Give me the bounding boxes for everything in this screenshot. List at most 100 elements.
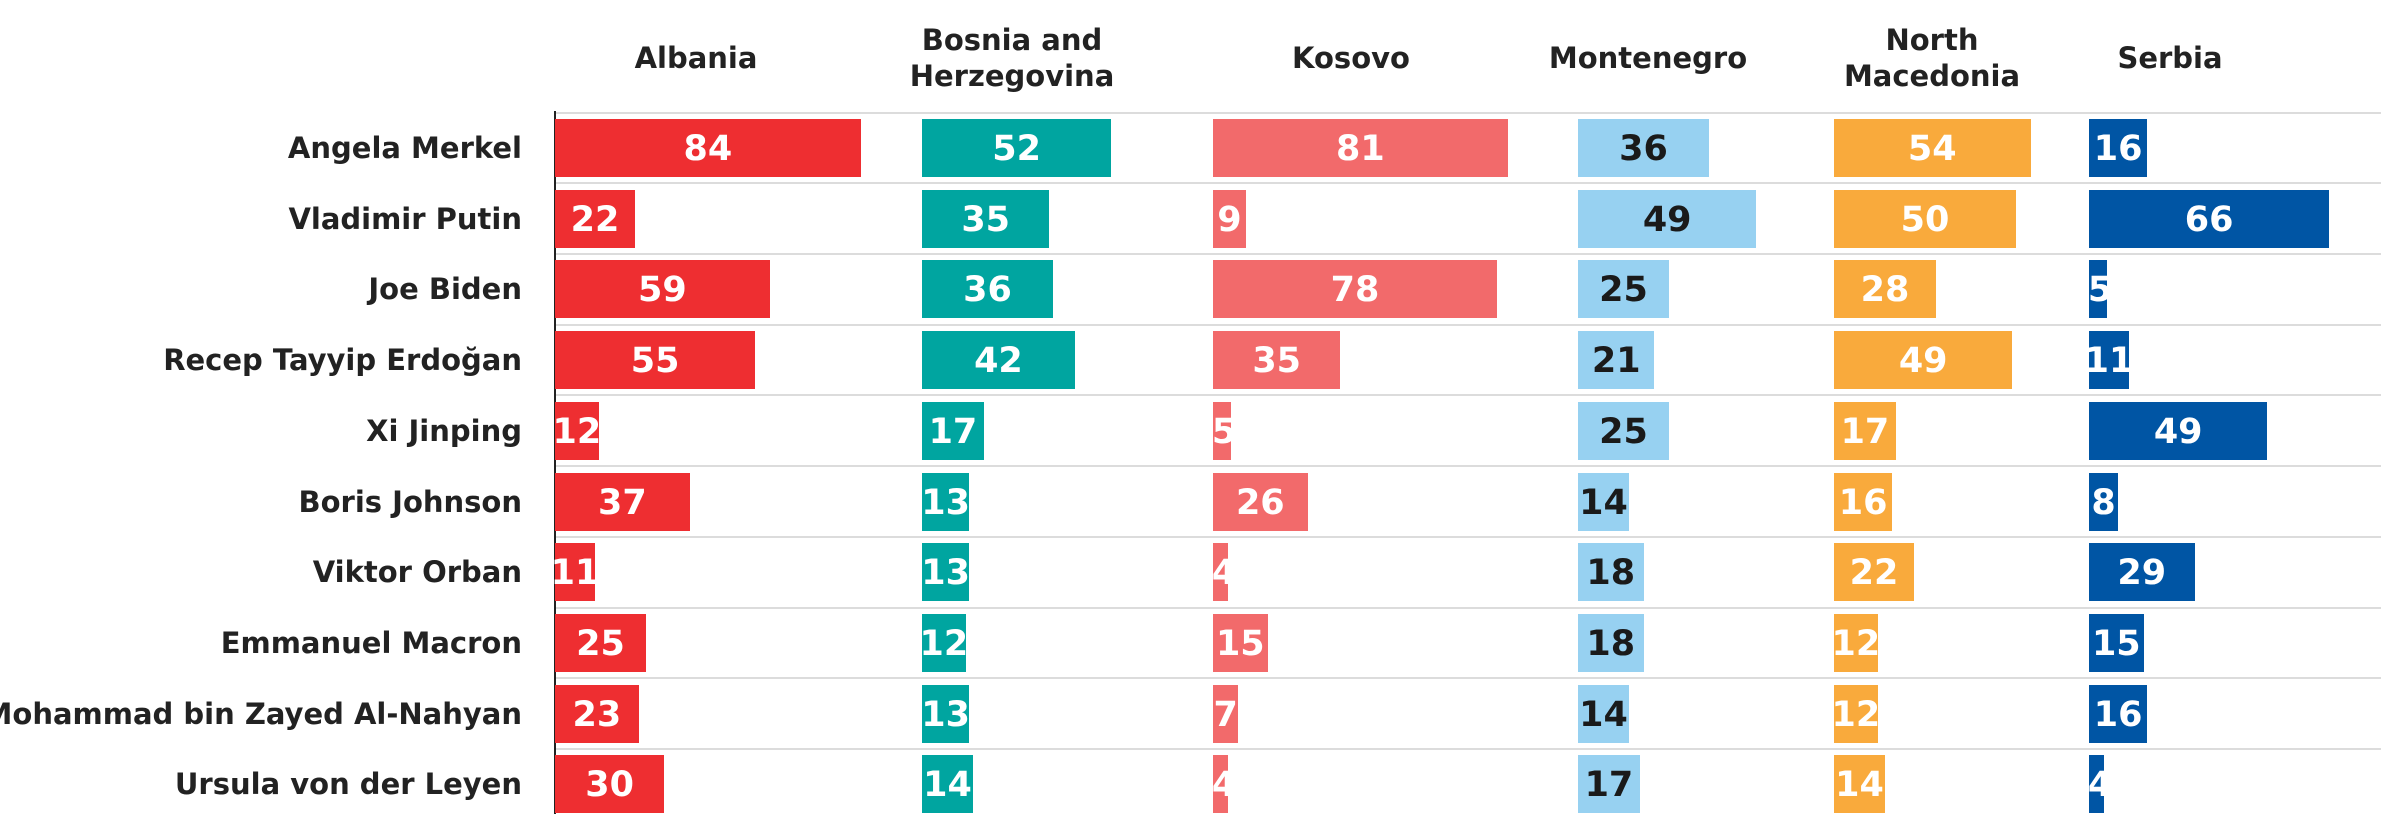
value-label: 14 bbox=[1579, 482, 1628, 523]
row-label: Angela Merkel bbox=[287, 131, 522, 165]
row-label: Recep Tayyip Erdoğan bbox=[163, 343, 522, 378]
value-label: 18 bbox=[1586, 553, 1636, 594]
panel-header: Kosovo bbox=[1292, 41, 1410, 75]
value-label: 16 bbox=[2093, 694, 2143, 735]
value-label: 36 bbox=[1619, 129, 1668, 169]
bar bbox=[1578, 260, 1669, 319]
bar bbox=[555, 613, 646, 672]
value-label: 52 bbox=[992, 129, 1041, 169]
value-label: 12 bbox=[1831, 623, 1881, 664]
bar bbox=[922, 472, 970, 531]
bar bbox=[1578, 613, 1644, 672]
bar bbox=[1834, 119, 2031, 177]
value-label: 16 bbox=[1838, 482, 1888, 523]
value-label: 25 bbox=[1599, 270, 1648, 311]
bar bbox=[1578, 472, 1629, 531]
bar bbox=[922, 189, 1050, 248]
bar bbox=[1834, 755, 1885, 814]
value-label: 59 bbox=[638, 270, 687, 311]
value-label: 54 bbox=[1907, 129, 1957, 169]
bar bbox=[555, 189, 636, 248]
value-label: 37 bbox=[597, 482, 647, 523]
bar bbox=[922, 755, 973, 814]
value-label: 11 bbox=[2084, 341, 2134, 382]
value-label: 21 bbox=[1591, 341, 1641, 382]
bar bbox=[1834, 189, 2016, 248]
row-divider bbox=[555, 606, 2381, 609]
value-label: 9 bbox=[1217, 199, 1242, 240]
value-label: 36 bbox=[963, 270, 1012, 311]
value-label: 16 bbox=[2093, 129, 2143, 169]
bar bbox=[1578, 401, 1669, 460]
value-label: 26 bbox=[1235, 482, 1285, 523]
bar bbox=[922, 684, 970, 743]
row-label: Ursula von der Leyen bbox=[174, 767, 522, 802]
value-label: 81 bbox=[1336, 129, 1385, 169]
value-label: 5 bbox=[1211, 411, 1237, 452]
value-label: 49 bbox=[1642, 199, 1692, 240]
bar bbox=[555, 331, 756, 390]
row-divider bbox=[555, 323, 2381, 326]
bar bbox=[2089, 472, 2119, 531]
value-label: 18 bbox=[1586, 623, 1636, 664]
bar bbox=[1213, 189, 1246, 248]
value-label: 28 bbox=[1860, 270, 1910, 311]
panel-header: North Macedonia bbox=[1843, 23, 2021, 93]
panel-header: Bosnia and Herzegovina bbox=[909, 23, 1115, 93]
value-label: 8 bbox=[2091, 482, 2116, 523]
value-label: 12 bbox=[919, 623, 969, 664]
bar bbox=[2089, 755, 2104, 814]
value-label: 7 bbox=[1213, 694, 1238, 735]
bar bbox=[555, 472, 690, 531]
bar bbox=[555, 684, 639, 743]
value-label: 35 bbox=[1252, 341, 1302, 382]
value-label: 14 bbox=[923, 765, 972, 806]
value-label: 15 bbox=[2091, 623, 2141, 664]
value-label: 30 bbox=[585, 765, 634, 806]
bar bbox=[555, 755, 665, 814]
bar bbox=[1213, 331, 1341, 390]
value-label: 17 bbox=[1584, 765, 1634, 806]
bar bbox=[1213, 472, 1308, 531]
row-divider bbox=[555, 182, 2381, 185]
value-label: 11 bbox=[550, 553, 600, 594]
value-label: 23 bbox=[572, 694, 622, 735]
value-label: 4 bbox=[2087, 765, 2113, 806]
value-label: 42 bbox=[974, 341, 1023, 382]
value-label: 4 bbox=[1211, 765, 1237, 806]
bar bbox=[2089, 543, 2195, 602]
bar bbox=[1834, 331, 2013, 390]
value-label: 13 bbox=[921, 553, 971, 594]
bar bbox=[1834, 613, 1878, 672]
bar bbox=[1578, 189, 1757, 248]
bar bbox=[2089, 684, 2148, 743]
bar bbox=[1213, 119, 1508, 177]
bar bbox=[1834, 260, 1936, 319]
bar bbox=[922, 613, 966, 672]
bar bbox=[1578, 543, 1644, 602]
row-divider bbox=[555, 535, 2381, 538]
row-label: Viktor Orban bbox=[312, 555, 522, 590]
value-label: 50 bbox=[1900, 199, 1950, 240]
value-label: 49 bbox=[1898, 341, 1948, 382]
value-label: 15 bbox=[1215, 623, 1265, 664]
value-label: 29 bbox=[2117, 553, 2167, 594]
bar bbox=[1834, 472, 1893, 531]
bar bbox=[922, 401, 984, 460]
bar bbox=[555, 543, 596, 602]
bar bbox=[1578, 684, 1629, 743]
row-divider bbox=[555, 253, 2381, 256]
value-label: 22 bbox=[1849, 553, 1899, 594]
bar bbox=[922, 260, 1054, 319]
bar bbox=[1834, 543, 1915, 602]
bar bbox=[2089, 331, 2130, 390]
bar bbox=[1834, 401, 1896, 460]
bar bbox=[1213, 684, 1239, 743]
row-divider bbox=[555, 465, 2381, 468]
bar bbox=[555, 401, 599, 460]
row-label: Boris Johnson bbox=[298, 484, 522, 519]
value-label: 25 bbox=[576, 623, 625, 664]
axis-line bbox=[554, 111, 556, 814]
